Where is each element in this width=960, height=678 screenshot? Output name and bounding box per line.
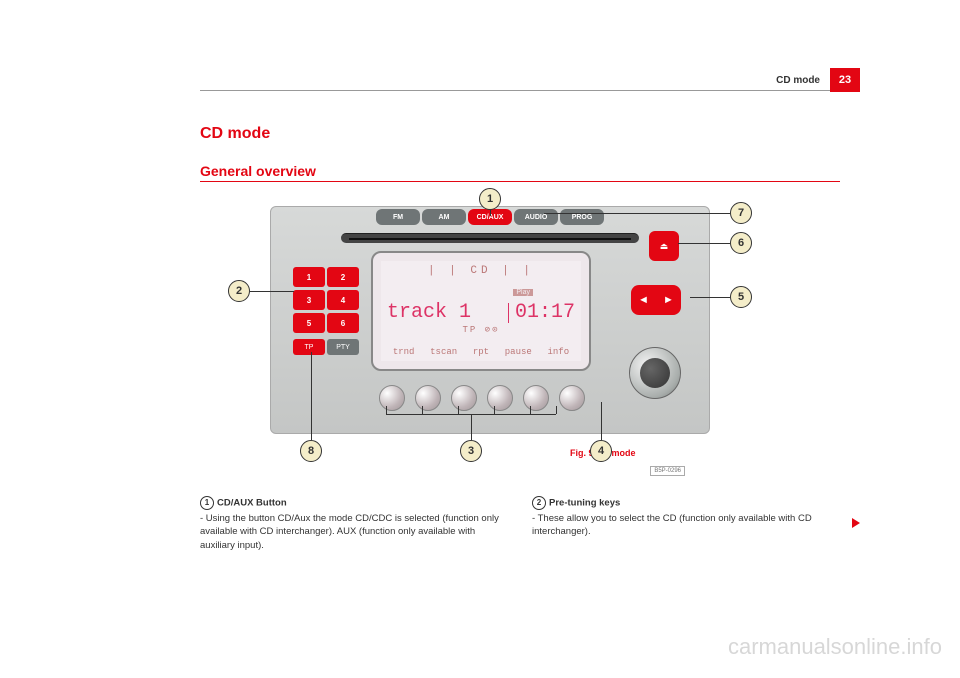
- soft-label-trnd: trnd: [393, 347, 415, 357]
- header-section-label: CD mode: [776, 75, 820, 86]
- lead-8: [311, 352, 312, 440]
- soft-button-4[interactable]: [487, 385, 513, 411]
- soft-label-rpt: rpt: [473, 347, 489, 357]
- soft-button-3[interactable]: [451, 385, 477, 411]
- am-button[interactable]: AM: [422, 209, 466, 225]
- inline-callout-1: 1: [200, 496, 214, 510]
- lead-3t2: [422, 406, 423, 414]
- body-right-text: - These allow you to select the CD (func…: [532, 512, 840, 539]
- callout-1: 1: [479, 188, 501, 210]
- page-subtitle: General overview: [200, 163, 840, 182]
- screen-time: 01:17: [515, 301, 575, 324]
- lead-4: [601, 402, 602, 440]
- body-right-title: Pre-tuning keys: [549, 498, 620, 509]
- lead-3v: [471, 414, 472, 440]
- soft-button-1[interactable]: [379, 385, 405, 411]
- body-columns: 1CD/AUX Button - Using the button CD/Aux…: [200, 496, 840, 552]
- screen-track-label: track 1: [387, 301, 502, 324]
- screen-play-badge: Play: [513, 289, 533, 296]
- preset-2-button[interactable]: 2: [327, 267, 359, 287]
- lead-3t4: [494, 406, 495, 414]
- callout-3: 3: [460, 440, 482, 462]
- body-left-text: - Using the button CD/Aux the mode CD/CD…: [200, 512, 508, 552]
- nav-left-icon: ◄: [638, 294, 649, 306]
- body-col-right: 2Pre-tuning keys - These allow you to se…: [532, 496, 840, 552]
- preset-1-button[interactable]: 1: [293, 267, 325, 287]
- soft-button-2[interactable]: [415, 385, 441, 411]
- soft-label-info: info: [548, 347, 570, 357]
- watermark-text: carmanualsonline.info: [728, 634, 942, 660]
- lead-3h: [386, 414, 556, 415]
- lead-3t6: [556, 406, 557, 414]
- page-title: CD mode: [200, 125, 840, 143]
- continue-arrow-icon: [852, 518, 860, 528]
- callout-8: 8: [300, 440, 322, 462]
- body-left-title: CD/AUX Button: [217, 498, 287, 509]
- callout-4: 4: [590, 440, 612, 462]
- page-number-badge: 23: [830, 68, 860, 92]
- image-id-label: B5P-0296: [650, 466, 685, 476]
- preset-4-button[interactable]: 4: [327, 290, 359, 310]
- lead-3t3: [458, 406, 459, 414]
- screen-divider: [508, 303, 509, 323]
- callout-7: 7: [730, 202, 752, 224]
- fm-button[interactable]: FM: [376, 209, 420, 225]
- radio-chassis: FM AM CD/AUX AUDIO PROG ⏏ | | CD | | Pla…: [270, 206, 710, 434]
- screen-softkey-labels: trnd tscan rpt pause info: [385, 347, 577, 357]
- callout-2: 2: [228, 280, 250, 302]
- cd-slot: [341, 233, 639, 243]
- lead-3t5: [530, 406, 531, 414]
- soft-button-row: [379, 385, 585, 411]
- prog-button[interactable]: PROG: [560, 209, 604, 225]
- volume-knob[interactable]: [629, 347, 681, 399]
- lead-6: [678, 243, 730, 244]
- preset-6-button[interactable]: 6: [327, 313, 359, 333]
- eject-button[interactable]: ⏏: [649, 231, 679, 261]
- preset-column: 1 2 3 4 5 6 TP PTY: [293, 267, 361, 355]
- body-col-left: 1CD/AUX Button - Using the button CD/Aux…: [200, 496, 508, 552]
- soft-label-tscan: tscan: [430, 347, 457, 357]
- screen-mode-indicator: | | CD | |: [381, 265, 581, 277]
- preset-5-button[interactable]: 5: [293, 313, 325, 333]
- lead-1: [490, 210, 491, 216]
- lead-5: [690, 297, 730, 298]
- soft-button-6[interactable]: [559, 385, 585, 411]
- callout-6: 6: [730, 232, 752, 254]
- lead-7: [544, 213, 730, 214]
- soft-label-pause: pause: [505, 347, 532, 357]
- nav-arrow-pad[interactable]: ◄ ►: [631, 285, 681, 315]
- screen-sub-line: TP ⊘⊙: [387, 325, 575, 335]
- soft-button-5[interactable]: [523, 385, 549, 411]
- preset-3-button[interactable]: 3: [293, 290, 325, 310]
- lcd-screen: | | CD | | Play track 1 01:17 TP ⊘⊙ trnd…: [371, 251, 591, 371]
- tp-button[interactable]: TP: [293, 339, 325, 355]
- lead-3t1: [386, 406, 387, 414]
- lead-2: [250, 291, 294, 292]
- inline-callout-2: 2: [532, 496, 546, 510]
- callout-5: 5: [730, 286, 752, 308]
- nav-right-icon: ►: [663, 294, 674, 306]
- header-rule: [200, 90, 860, 91]
- figure-cd-mode: FM AM CD/AUX AUDIO PROG ⏏ | | CD | | Pla…: [210, 196, 750, 476]
- screen-main-line: track 1 01:17: [387, 301, 575, 324]
- audio-button[interactable]: AUDIO: [514, 209, 558, 225]
- pty-button[interactable]: PTY: [327, 339, 359, 355]
